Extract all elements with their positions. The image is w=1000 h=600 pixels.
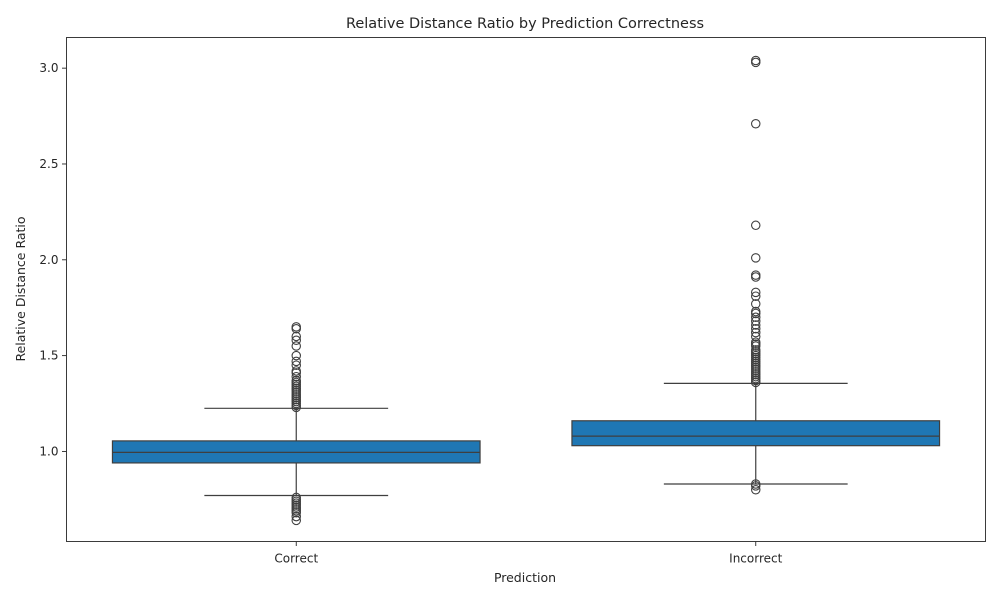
outlier-point (291, 371, 301, 382)
y-axis-label: Relative Distance Ratio (13, 216, 28, 361)
y-tick-label: 2.5 (39, 157, 58, 171)
outlier-point (750, 291, 761, 301)
x-tick-label: Incorrect (729, 552, 782, 566)
outlier-point (750, 118, 761, 129)
iqr-box (571, 420, 941, 447)
outlier-point (291, 356, 301, 367)
outlier-point (291, 366, 301, 376)
x-axis-label: Prediction (494, 570, 556, 585)
outlier-point (750, 253, 761, 263)
x-tick-label: Correct (274, 552, 318, 566)
outlier-point (291, 511, 301, 522)
outlier-point (750, 287, 761, 298)
outlier-point (291, 508, 301, 518)
outlier-point (750, 324, 761, 334)
outlier-point (750, 316, 761, 326)
outlier-point (291, 322, 301, 332)
outlier-point (291, 350, 301, 361)
y-tick-label: 2.0 (39, 253, 58, 267)
outlier-point (750, 337, 761, 347)
outlier-point (750, 220, 761, 231)
outlier-point (291, 375, 301, 386)
y-tick-label: 1.5 (39, 349, 58, 363)
y-tick-label: 3.0 (39, 61, 58, 75)
outlier-point (750, 320, 761, 330)
outlier-point (750, 270, 761, 280)
outlier-point (291, 331, 301, 342)
plot-frame (66, 37, 986, 542)
outlier-point (291, 360, 301, 370)
outlier-point (750, 55, 761, 66)
outlier-point (750, 485, 761, 495)
outlier-point (750, 306, 761, 317)
outlier-point (750, 312, 761, 323)
y-tick-label: 1.0 (39, 444, 58, 458)
outlier-point (750, 272, 761, 282)
outlier-point (750, 331, 761, 342)
outlier-point (291, 515, 301, 526)
outlier-point (750, 327, 761, 338)
outlier-point (750, 299, 761, 309)
outlier-point (750, 345, 761, 355)
outlier-point (291, 335, 301, 346)
chart-title: Relative Distance Ratio by Prediction Co… (346, 16, 704, 32)
outlier-point (750, 57, 761, 68)
outlier-point (291, 341, 301, 351)
outlier-point (750, 479, 761, 489)
